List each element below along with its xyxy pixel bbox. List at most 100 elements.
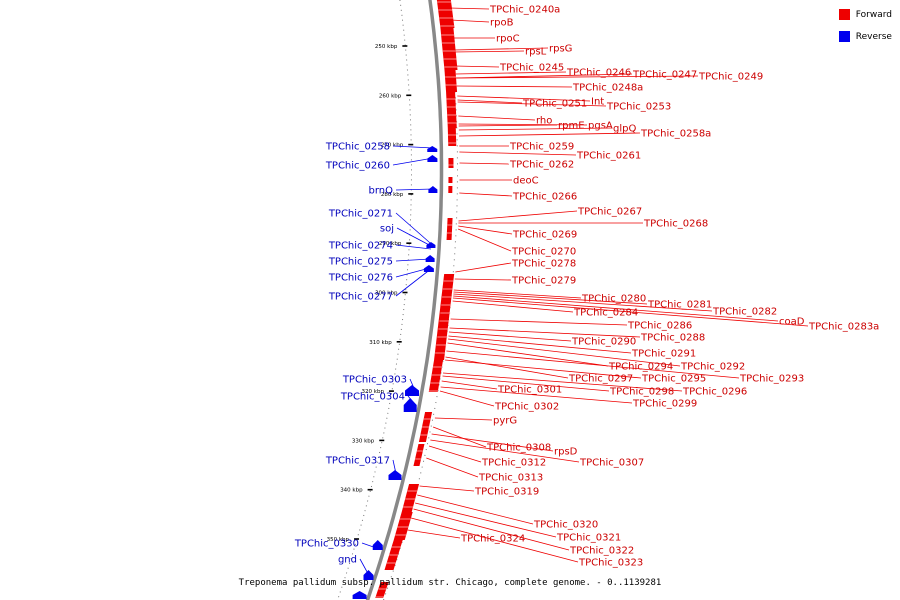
forward-gene-label: TPChic_0270: [511, 247, 576, 258]
forward-feature-block: [444, 70, 458, 92]
forward-feature-block: [446, 218, 453, 240]
forward-gene-label: TPChic_0247: [632, 70, 697, 81]
forward-leader-line: [450, 318, 628, 326]
reverse-leader-line: [392, 145, 434, 149]
forward-gene-label: TPChic_0290: [571, 337, 636, 348]
forward-leader-line: [447, 342, 609, 367]
forward-leader-line: [446, 350, 740, 379]
forward-leader-line: [449, 327, 641, 338]
forward-leader-line: [458, 115, 536, 121]
reverse-gene-labels: TPChic_0258 TPChic_0260 brnQ TPChic_0271soj…: [294, 142, 434, 575]
forward-leader-line: [455, 262, 512, 273]
forward-feature-block: [436, 0, 455, 28]
forward-leader-line: [415, 502, 557, 538]
forward-gene-label: TPChic_0268: [643, 219, 708, 230]
forward-feature-block: [413, 444, 425, 466]
forward-leader-line: [442, 375, 610, 392]
forward-gene-label: TPChic_0296: [682, 387, 747, 398]
forward-leader-line: [458, 225, 513, 235]
forward-feature-block: [434, 274, 455, 360]
reverse-feature-block: [428, 186, 438, 193]
forward-gene-label: TPChic_0261: [576, 151, 641, 162]
forward-leader-line: [430, 439, 580, 463]
forward-gene-label: TPChic_0319: [474, 487, 539, 498]
forward-leader-line: [453, 50, 525, 53]
forward-leader-line: [453, 291, 648, 305]
forward-leader-line: [456, 85, 573, 88]
forward-swatch: [838, 9, 850, 20]
reverse-leader-line: [395, 258, 431, 262]
reverse-leader-line: [359, 558, 369, 575]
legend-forward-label: Forward: [855, 9, 892, 20]
forward-gene-label: TPChic_0307: [579, 458, 644, 469]
kbp-tick-label: 350 kbp: [327, 537, 350, 543]
forward-gene-label: TPChic_0280: [581, 294, 646, 305]
forward-leader-line: [445, 356, 569, 379]
reverse-leader-line: [395, 212, 432, 245]
forward-leader-line: [455, 65, 500, 68]
forward-gene-label: rpoC: [496, 34, 520, 45]
reverse-leader-line: [395, 244, 432, 250]
forward-gene-label: rpsD: [554, 447, 578, 458]
forward-leader-line: [456, 75, 699, 79]
forward-gene-label: TPChic_0291: [631, 349, 696, 360]
reverse-gene-label: brnQ: [369, 186, 394, 197]
reverse-swatch: [838, 31, 850, 42]
reverse-gene-label: TPChic_0303: [342, 375, 407, 386]
forward-leader-line: [426, 457, 479, 478]
forward-leader-line: [459, 151, 577, 156]
forward-gene-label: TPChic_0288: [640, 333, 705, 344]
forward-gene-label: TPChic_0299: [632, 399, 697, 410]
forward-leader-line: [434, 417, 493, 421]
forward-leader-line: [417, 494, 534, 525]
forward-leader-line: [442, 372, 683, 392]
forward-gene-label: TPChic_0249: [698, 72, 763, 83]
reverse-gene-label: TPChic_0277: [328, 292, 393, 303]
genome-caption: Treponema pallidum subsp. pallidum str. …: [238, 578, 662, 588]
forward-gene-label: rho: [536, 116, 552, 127]
reverse-feature-block: [352, 591, 367, 599]
forward-leader-line: [450, 19, 490, 23]
reverse-gene-label: soj: [380, 224, 394, 235]
forward-feature-block: [428, 360, 444, 392]
reverse-leader-line: [395, 269, 430, 297]
forward-leader-line: [457, 228, 512, 252]
reverse-leader-line: [407, 395, 413, 402]
forward-gene-label: TPChic_0258a: [640, 129, 711, 140]
reverse-feature-block: [363, 570, 374, 580]
forward-leader-line: [407, 529, 461, 539]
kbp-tick-label: 290 kbp: [379, 241, 402, 247]
forward-gene-label: rpsL: [525, 47, 547, 58]
forward-leader-line: [458, 124, 558, 127]
reverse-gene-label: TPChic_0274: [328, 241, 393, 252]
forward-leader-line: [432, 426, 487, 448]
reverse-gene-label: TPChic_0276: [328, 273, 393, 284]
forward-leader-line: [456, 73, 633, 79]
forward-leader-line: [413, 508, 570, 551]
forward-feature-block: [448, 186, 453, 193]
kbp-tick-label: 300 kbp: [375, 291, 398, 297]
kbp-tick-label: 320 kbp: [362, 389, 385, 395]
forward-gene-label: deoC: [513, 176, 539, 187]
forward-gene-label: TPChic_0293: [739, 374, 804, 385]
forward-leader-line: [452, 297, 809, 327]
forward-gene-label: TPChic_0324: [460, 534, 525, 545]
forward-leader-line: [455, 71, 567, 75]
forward-leader-line: [441, 380, 498, 390]
legend-forward: Forward: [838, 8, 892, 21]
forward-leader-line: [448, 335, 632, 354]
forward-gene-label: TPChic_0301: [497, 385, 562, 396]
forward-gene-label: TPChic_0251: [522, 99, 587, 110]
forward-leader-line: [458, 210, 578, 222]
forward-leader-line: [453, 293, 713, 312]
forward-gene-label: TPChic_0294: [608, 362, 673, 373]
forward-feature-block: [447, 128, 457, 146]
reverse-gene-label: gnd: [338, 555, 357, 566]
forward-gene-label: TPChic_0246: [566, 68, 631, 79]
reverse-leader-line: [395, 267, 430, 278]
kbp-tick-label: 310 kbp: [369, 340, 392, 346]
forward-leader-line: [452, 300, 574, 313]
kbp-tick-label: 340 kbp: [340, 488, 363, 494]
forward-gene-label: TPChic_0279: [511, 276, 576, 287]
